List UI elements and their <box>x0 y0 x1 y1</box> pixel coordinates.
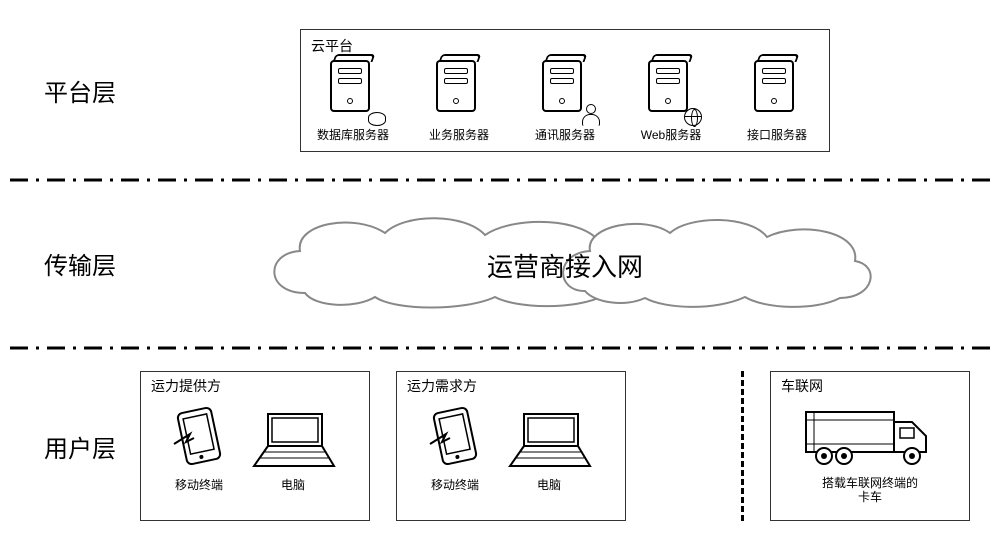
server-tower-icon <box>330 60 376 122</box>
server-biz: 业务服务器 <box>417 60 501 143</box>
laptop-caption: 电脑 <box>281 476 305 493</box>
mobile-device: 移动终端 <box>428 402 482 493</box>
laptop-device: 电脑 <box>248 410 338 493</box>
platform-layer-content: 云平台 数据库服务器 业务服务器 <box>140 29 990 152</box>
mobile-caption: 移动终端 <box>431 476 479 493</box>
person-icon <box>582 114 600 126</box>
server-db-caption: 数据库服务器 <box>317 126 389 143</box>
user-layer-content: 运力提供方 移动终端 <box>140 371 990 521</box>
capacity-consumer-box: 运力需求方 移动终端 <box>396 371 626 521</box>
server-web: Web服务器 <box>629 60 713 143</box>
truck-icon <box>800 402 940 472</box>
server-comm-caption: 通讯服务器 <box>535 126 595 143</box>
server-web-caption: Web服务器 <box>641 126 701 143</box>
server-db: 数据库服务器 <box>311 60 395 143</box>
server-biz-caption: 业务服务器 <box>429 126 489 143</box>
divider-2 <box>10 345 990 351</box>
divider-1 <box>10 177 990 183</box>
cloud-platform-title: 云平台 <box>311 36 819 56</box>
db-disk-icon <box>368 112 386 126</box>
cloud-platform-box: 云平台 数据库服务器 业务服务器 <box>300 29 830 152</box>
mobile-caption: 移动终端 <box>175 476 223 493</box>
transport-layer-content: 运营商接入网 <box>140 203 990 323</box>
vertical-divider <box>741 371 744 521</box>
capacity-provider-box: 运力提供方 移动终端 <box>140 371 370 521</box>
globe-icon <box>684 108 702 126</box>
server-api-caption: 接口服务器 <box>747 126 807 143</box>
iov-box: 车联网 <box>770 371 970 521</box>
server-tower-icon <box>542 60 588 122</box>
operator-network-text: 运营商接入网 <box>245 247 885 284</box>
laptop-device: 电脑 <box>504 410 594 493</box>
user-row: 运力提供方 移动终端 <box>140 371 990 521</box>
truck-caption-line1: 搭载车联网终端的 <box>822 476 918 490</box>
laptop-icon <box>504 410 594 472</box>
transport-layer-row: 传输层 运营商接入网 <box>10 188 990 338</box>
platform-layer-label: 平台层 <box>10 73 140 108</box>
tablet-icon <box>428 402 482 472</box>
laptop-icon <box>248 410 338 472</box>
truck-caption: 搭载车联网终端的 卡车 <box>822 476 918 505</box>
laptop-caption: 电脑 <box>537 476 561 493</box>
cloud-shape: 运营商接入网 <box>245 203 885 323</box>
transport-layer-label: 传输层 <box>10 246 140 281</box>
server-tower-icon <box>754 60 800 122</box>
capacity-consumer-title: 运力需求方 <box>407 376 615 396</box>
server-api: 接口服务器 <box>735 60 819 143</box>
capacity-provider-title: 运力提供方 <box>151 376 359 396</box>
mobile-device: 移动终端 <box>172 402 226 493</box>
server-comm: 通讯服务器 <box>523 60 607 143</box>
server-tower-icon <box>648 60 694 122</box>
user-layer-row: 用户层 运力提供方 移动终端 <box>10 356 990 536</box>
server-tower-icon <box>436 60 482 122</box>
user-layer-label: 用户层 <box>10 429 140 464</box>
platform-layer-row: 平台层 云平台 数据库服务器 业务服务器 <box>10 10 990 170</box>
iov-title: 车联网 <box>781 376 959 396</box>
truck-caption-line2: 卡车 <box>858 490 882 504</box>
person-icon <box>586 104 596 114</box>
server-row: 数据库服务器 业务服务器 通讯服务器 <box>311 60 819 143</box>
tablet-icon <box>172 402 226 472</box>
